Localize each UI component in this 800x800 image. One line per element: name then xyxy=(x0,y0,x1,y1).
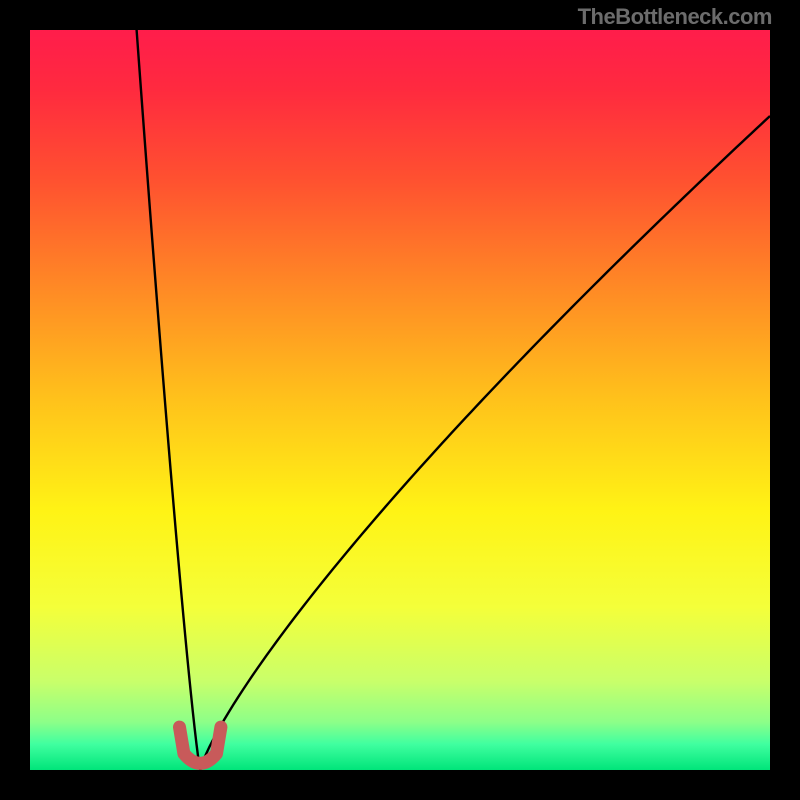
watermark-text: TheBottleneck.com xyxy=(578,4,772,30)
plot-background xyxy=(30,30,770,770)
bottleneck-chart xyxy=(30,30,770,770)
chart-frame: TheBottleneck.com xyxy=(0,0,800,800)
